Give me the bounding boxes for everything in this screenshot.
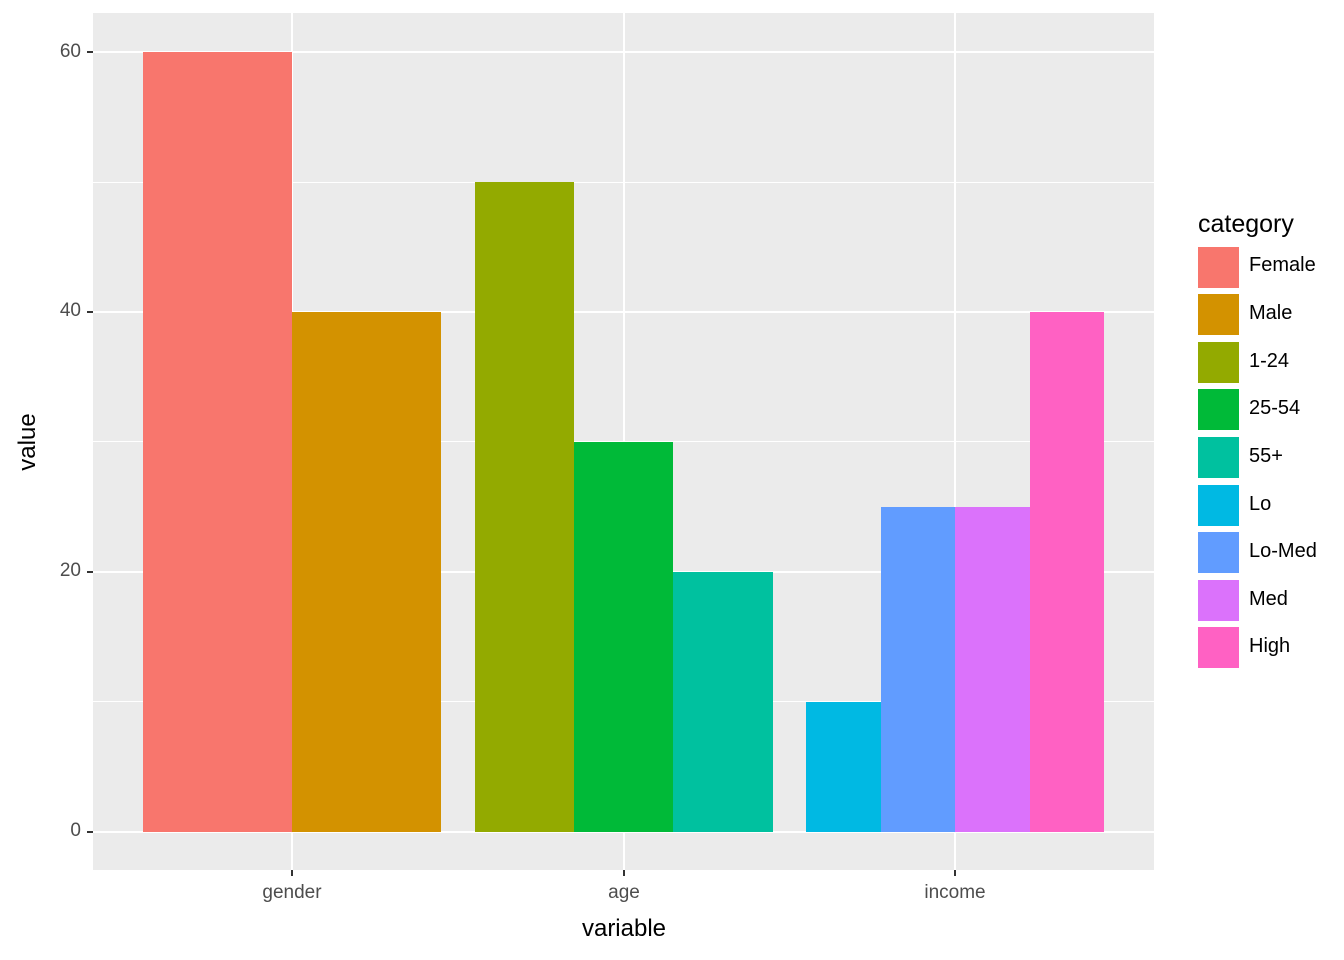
y-axis-title: value [14,413,41,471]
legend-key-med [1198,580,1239,621]
x-tick-mark [954,870,956,876]
plot-panel [93,13,1154,870]
legend-label: Male [1249,302,1293,324]
bar-lo-med [881,507,955,832]
bar-55plus [673,572,773,832]
major-gridline [623,13,625,870]
legend-label: 1-24 [1249,350,1290,372]
bar-1-24 [475,182,574,832]
major-gridline [954,13,956,870]
legend-label: 55+ [1249,445,1283,467]
bar-high [1030,312,1104,832]
legend-key-high [1198,627,1239,668]
x-tick-mark [291,870,293,876]
y-tick-mark [87,51,93,53]
x-tick-mark [623,870,625,876]
legend-title: category [1198,210,1294,238]
legend-label: Med [1249,588,1288,610]
y-tick-label: 60 [59,41,81,62]
y-tick-mark [87,571,93,573]
y-tick-mark [87,831,93,833]
legend-label: Lo-Med [1249,540,1317,562]
legend-label: Female [1249,254,1316,276]
legend-key-female [1198,247,1239,288]
legend-key-55plus [1198,437,1239,478]
legend-key-1-24 [1198,342,1239,383]
legend-key-male [1198,294,1239,335]
bar-female [143,52,292,832]
x-tick-label: age [608,882,640,903]
bar-25-54 [574,442,673,832]
legend-key-25-54 [1198,389,1239,430]
x-axis-title: variable [581,915,667,942]
y-tick-label: 20 [59,560,81,581]
x-tick-label: gender [262,882,322,903]
y-tick-mark [87,311,93,313]
legend-label: 25-54 [1249,397,1301,419]
bar-med [955,507,1030,832]
legend-label: High [1249,635,1291,657]
x-tick-label: income [924,882,986,903]
y-tick-label: 0 [70,820,81,841]
legend-label: Lo [1249,493,1272,515]
bar-male [292,312,441,832]
legend-key-lo-med [1198,532,1239,573]
y-tick-label: 40 [59,300,81,321]
legend-key-lo [1198,485,1239,526]
bar-lo [806,702,881,832]
